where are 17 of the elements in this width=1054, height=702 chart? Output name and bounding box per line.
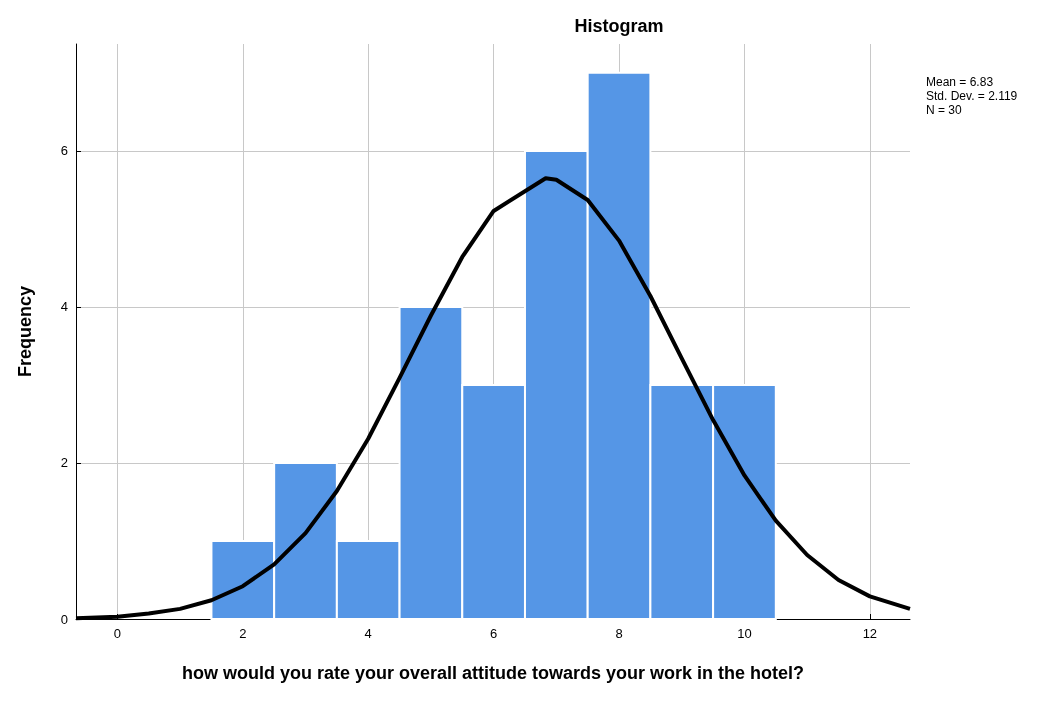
x-tick-label: 0 — [113, 626, 121, 641]
x-tick-label: 6 — [490, 626, 498, 641]
y-tick-label: 0 — [60, 611, 68, 627]
text: Mean = 6.83 — [926, 75, 994, 89]
x-tick-label: 2 — [239, 626, 247, 641]
y-tick-label: 6 — [60, 143, 68, 159]
x-tick-label: 12 — [862, 626, 878, 641]
x-tick-label: 10 — [737, 626, 752, 641]
x-tick-label: 8 — [615, 626, 623, 641]
y-tick-label: 2 — [60, 455, 68, 471]
chart-title: Histogram — [574, 16, 664, 36]
x-tick-label: 4 — [364, 626, 372, 641]
text: Std. Dev. = 2.119 — [926, 89, 1018, 103]
y-axis-title: Frequency — [15, 285, 35, 378]
y-tick-label: 4 — [60, 299, 68, 315]
x-axis-title: how would you rate your overall attitude towards your work in the hotel? — [181, 663, 805, 683]
text: N = 30 — [926, 103, 963, 117]
